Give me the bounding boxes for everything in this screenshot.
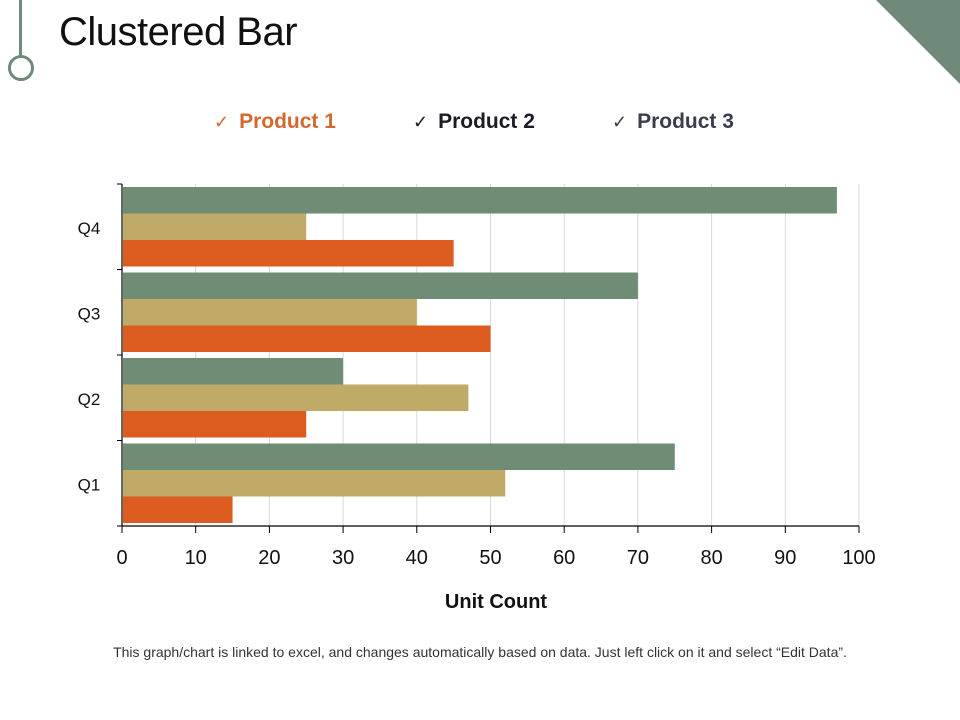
- bar-product-3-q1[interactable]: [123, 443, 675, 471]
- x-tick-label: 40: [406, 547, 428, 569]
- x-tick-label: 10: [185, 547, 207, 569]
- decorative-vertical-line: [19, 0, 22, 56]
- legend-item-product-1[interactable]: ✓ Product 1: [214, 110, 336, 134]
- legend-label: Product 2: [438, 110, 535, 133]
- y-tick-label: Q3: [78, 304, 101, 323]
- legend-label: Product 1: [239, 110, 336, 133]
- checkmark-icon: ✓: [413, 112, 429, 132]
- bar-product-3-q2[interactable]: [123, 358, 344, 385]
- bar-product-2-q1[interactable]: [123, 470, 506, 497]
- bar-product-2-q2[interactable]: [123, 384, 469, 412]
- x-tick-label: 30: [332, 547, 354, 569]
- y-tick-label: Q2: [78, 390, 101, 409]
- bar-product-1-q1[interactable]: [123, 496, 233, 524]
- y-tick-label: Q1: [78, 475, 101, 494]
- x-tick-label: 100: [842, 547, 875, 569]
- checkmark-icon: ✓: [214, 112, 230, 132]
- y-tick-label: Q4: [78, 219, 101, 238]
- legend-item-product-2[interactable]: ✓ Product 2: [413, 110, 535, 134]
- x-tick-label: 80: [700, 547, 722, 569]
- legend-item-product-3[interactable]: ✓ Product 3: [612, 110, 734, 134]
- bar-product-3-q3[interactable]: [123, 272, 638, 300]
- x-tick-label: 70: [627, 547, 649, 569]
- bar-product-2-q3[interactable]: [123, 299, 417, 326]
- bar-product-1-q4[interactable]: [123, 240, 454, 267]
- bar-product-1-q3[interactable]: [123, 325, 491, 353]
- bars: [123, 187, 837, 523]
- legend-label: Product 3: [637, 110, 734, 133]
- x-tick-label: 50: [479, 547, 501, 569]
- x-tick-label: 60: [553, 547, 575, 569]
- bar-product-1-q2[interactable]: [123, 411, 307, 438]
- x-tick-label: 0: [116, 547, 127, 569]
- footnote: This graph/chart is linked to excel, and…: [113, 644, 847, 660]
- decorative-circle: [8, 55, 34, 81]
- chart-legend: ✓ Product 1 ✓ Product 2 ✓ Product 3: [0, 110, 960, 140]
- bar-product-2-q4[interactable]: [123, 213, 307, 241]
- tick-labels: 0 10 20 30 40 50 60 70 80 90 100 Q1 Q2 Q3 Q4: [78, 219, 876, 569]
- x-tick-label: 90: [774, 547, 796, 569]
- checkmark-icon: ✓: [612, 112, 628, 132]
- slide-title: Clustered Bar: [59, 10, 298, 54]
- x-tick-label: 20: [258, 547, 280, 569]
- axes: [117, 183, 860, 533]
- bar-product-3-q4[interactable]: [123, 187, 837, 214]
- decorative-corner-triangle: [876, 0, 960, 84]
- x-axis-title: Unit Count: [445, 591, 548, 613]
